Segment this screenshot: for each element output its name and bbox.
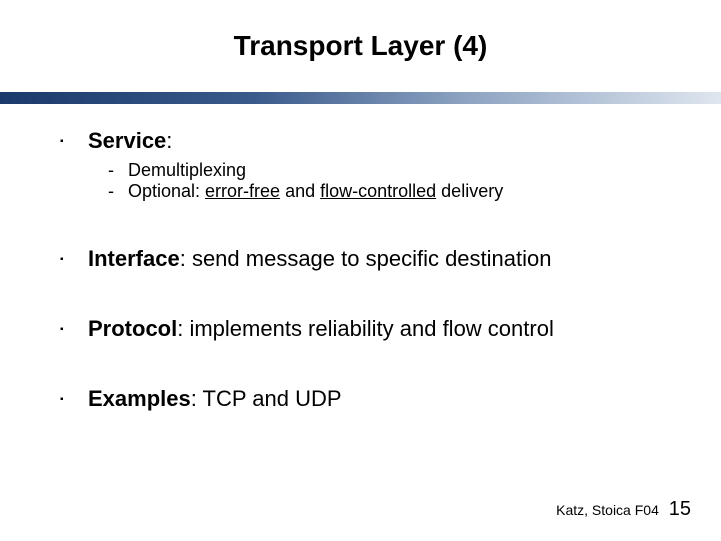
- bullet-interface: ▪ Interface: send message to specific de…: [60, 246, 681, 272]
- sub-marker: -: [108, 160, 120, 181]
- bullet-marker: ▪: [60, 254, 70, 265]
- bullet-label: Protocol: [88, 316, 177, 341]
- slide-footer: Katz, Stoica F04 15: [556, 498, 691, 521]
- sub-mid: and: [280, 181, 320, 201]
- sub-prefix: Optional:: [128, 181, 205, 201]
- sub-bullet-optional: - Optional: error-free and flow-controll…: [108, 181, 681, 202]
- bullet-rest: : implements reliability and flow contro…: [177, 316, 554, 341]
- sub-suffix: delivery: [436, 181, 503, 201]
- page-number: 15: [669, 498, 691, 520]
- bullet-label: Service: [88, 128, 166, 153]
- bullet-marker: ▪: [60, 136, 70, 147]
- slide-title: Transport Layer (4): [0, 30, 721, 62]
- sub-bullet-demux: - Demultiplexing: [108, 160, 681, 181]
- underline-error-free: error-free: [205, 181, 280, 201]
- bullet-rest: :: [166, 128, 172, 153]
- bullet-protocol: ▪ Protocol: implements reliability and f…: [60, 316, 681, 342]
- sub-marker: -: [108, 181, 120, 202]
- bullet-service: ▪ Service:: [60, 128, 681, 154]
- sub-text: Optional: error-free and flow-controlled…: [128, 181, 503, 202]
- bullet-text: Examples: TCP and UDP: [88, 386, 342, 412]
- bullet-text: Service:: [88, 128, 172, 154]
- bullet-rest: : send message to specific destination: [180, 246, 552, 271]
- sub-text: Demultiplexing: [128, 160, 246, 181]
- footer-credit: Katz, Stoica F04: [556, 502, 659, 518]
- bullet-examples: ▪ Examples: TCP and UDP: [60, 386, 681, 412]
- underline-flow-controlled: flow-controlled: [320, 181, 436, 201]
- bullet-text: Protocol: implements reliability and flo…: [88, 316, 554, 342]
- bullet-text: Interface: send message to specific dest…: [88, 246, 551, 272]
- bullet-marker: ▪: [60, 324, 70, 335]
- bullet-label: Interface: [88, 246, 180, 271]
- bullet-rest: : TCP and UDP: [191, 386, 342, 411]
- slide-content: ▪ Service: - Demultiplexing - Optional: …: [60, 128, 681, 412]
- bullet-label: Examples: [88, 386, 191, 411]
- bullet-marker: ▪: [60, 394, 70, 405]
- title-separator: [0, 92, 721, 104]
